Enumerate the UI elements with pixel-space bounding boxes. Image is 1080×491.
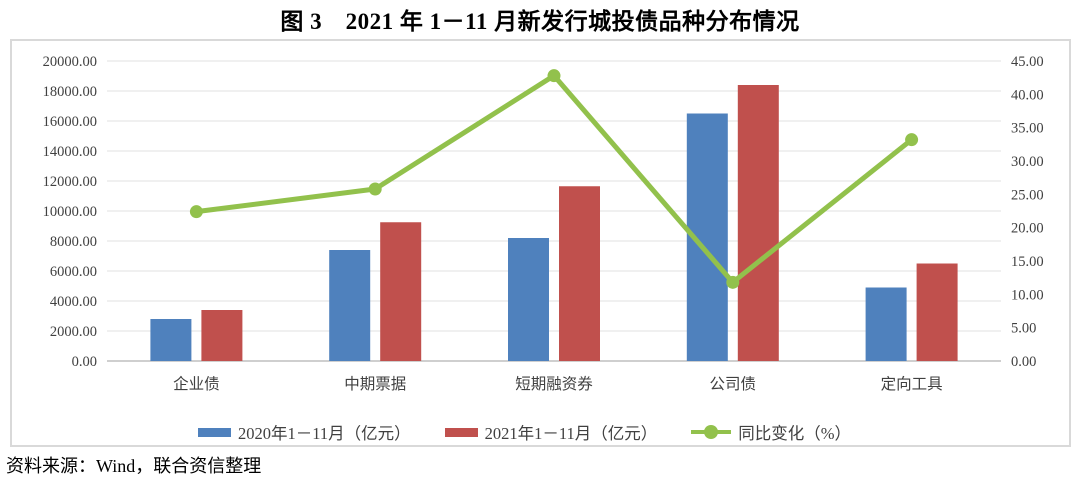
right-axis-tick-label: 35.00 [1011,121,1044,137]
legend-label-2021: 2021年1－11月（亿元） [484,424,658,443]
right-axis-tick-label: 45.00 [1011,54,1044,70]
left-axis-tick-label: 0.00 [72,354,97,370]
legend-label-yoy: 同比变化（%） [738,424,852,443]
bar-series-1 [201,310,243,361]
left-axis-tick-label: 10000.00 [43,204,97,220]
source-note: 资料来源：Wind，联合资信整理 [6,456,262,476]
right-axis-tick-label: 25.00 [1011,187,1044,203]
left-axis-tick-label: 6000.00 [50,264,97,280]
right-axis-tick-label: 15.00 [1011,254,1044,270]
legend-swatch-2021-bar [444,427,478,437]
line-series [193,73,915,285]
left-axis-tick-label: 14000.00 [43,144,97,160]
right-axis-tick-label: 30.00 [1011,154,1044,170]
category-label: 企业债 [173,375,220,393]
line-point [905,133,919,147]
left-axis-tick-label: 16000.00 [43,114,97,130]
legend-item-2021: 2021年1－11月（亿元） [444,420,658,444]
category-label: 公司债 [710,375,757,393]
right-axis-tick-label: 0.00 [1011,354,1036,370]
legend-swatch-2020-bar [198,427,231,437]
bar-series-0 [865,287,907,361]
legend-line-marker-icon [691,425,732,439]
legend-item-2020: 2020年1－11月（亿元） [198,420,411,444]
right-axis-tick-label: 10.00 [1011,287,1044,303]
left-axis-tick-label: 20000.00 [43,54,97,70]
bar-series-0 [508,238,549,361]
chart-canvas: 0.00 2000.00 4000.00 6000.00 8000.00 10000.00… [43,54,1044,393]
line-point [726,275,740,289]
legend-label-2020: 2020年1－11月（亿元） [238,424,411,443]
right-axis-tick-label: 40.00 [1011,87,1044,103]
left-axis-tick-label: 4000.00 [50,294,97,310]
line-point [547,69,561,83]
bar-series-1 [380,222,422,361]
bar-series-0 [150,319,192,361]
bar-series-1 [916,263,958,361]
chart-legend: 2020年1－11月（亿元） 2021年1－11月（亿元） 同比变化（%） [198,420,851,444]
category-label: 中期票据 [344,375,406,393]
line-point [189,205,203,219]
category-label: 定向工具 [881,375,943,393]
right-axis-tick-label: 20.00 [1011,221,1044,237]
line-point [368,182,382,196]
left-axis-tick-label: 18000.00 [43,84,97,100]
category-label: 短期融资券 [515,375,593,393]
chart-area: 0.00 2000.00 4000.00 6000.00 8000.00 10000.00… [10,39,1071,447]
bar-series-1 [737,85,779,361]
right-axis-tick-label: 5.00 [1011,321,1036,337]
left-axis-tick-label: 2000.00 [50,324,97,340]
bar-series-1 [559,186,600,361]
legend-item-yoy: 同比变化（%） [691,420,851,444]
chart-title: 图 3 2021 年 1－11 月新发行城投债品种分布情况 [280,9,800,34]
left-axis-tick-label: 8000.00 [50,234,97,250]
left-axis-tick-label: 12000.00 [43,174,97,190]
bar-series-0 [329,250,371,361]
